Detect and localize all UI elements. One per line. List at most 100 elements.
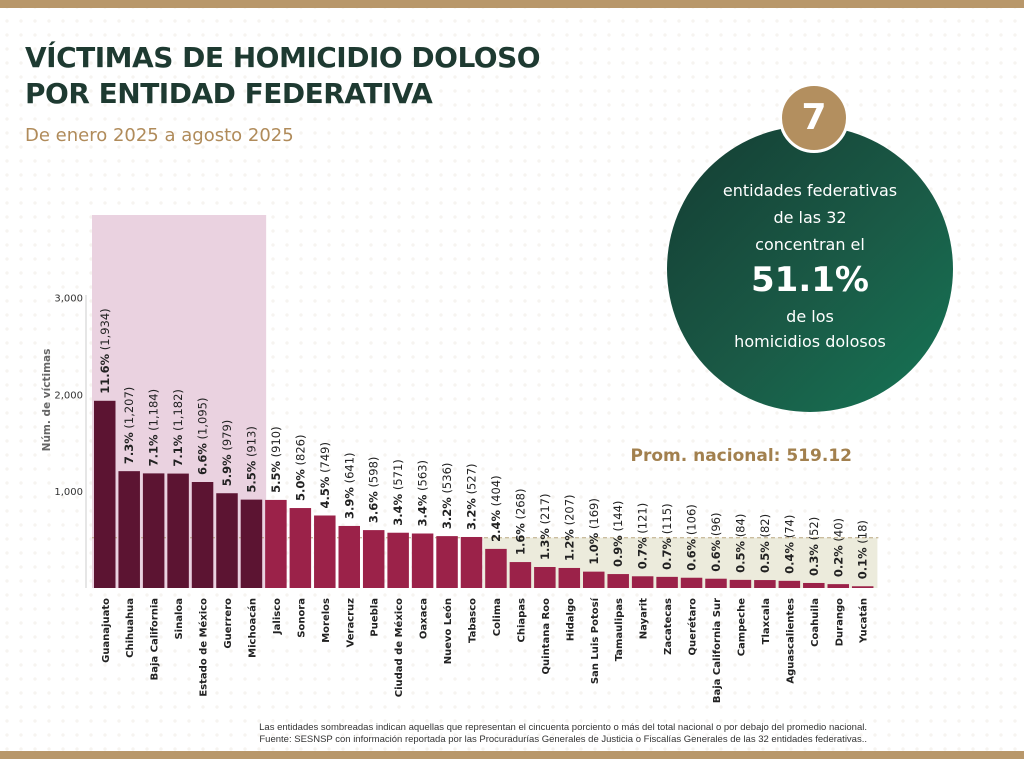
percent-label: 3.4%: [391, 493, 405, 525]
bar: [607, 574, 629, 588]
data-label: 0.2% (40): [831, 518, 845, 577]
data-label: 7.1% (1,184): [147, 389, 161, 466]
count-label: (571): [391, 459, 405, 494]
data-label: 3.9% (641): [342, 452, 356, 519]
bar: [729, 579, 752, 588]
bar: [240, 499, 263, 588]
y-tick-label: 3,000: [54, 294, 83, 305]
percent-label: 6.6%: [196, 443, 210, 475]
count-label: (1,182): [171, 389, 185, 435]
bar: [216, 493, 238, 588]
count-label: (826): [293, 435, 307, 470]
percent-label: 5.5%: [269, 461, 283, 493]
title-line-2: POR ENTIDAD FEDERATIVA: [25, 77, 433, 110]
count-label: (217): [538, 493, 552, 528]
bar: [411, 533, 434, 588]
bar: [94, 400, 116, 588]
percent-label: 0.7%: [660, 537, 674, 569]
data-label: 5.5% (913): [244, 426, 258, 493]
category-label: Jalisco: [272, 598, 283, 635]
category-label: Querétaro: [687, 598, 699, 656]
y-tick-label: 2,000: [54, 390, 83, 401]
count-label: (404): [489, 475, 503, 510]
category-label: Durango: [834, 598, 845, 646]
bar: [265, 499, 287, 588]
count-label: (115): [660, 503, 674, 538]
percent-label: 7.1%: [171, 434, 185, 466]
category-label: Guerrero: [223, 598, 234, 649]
page-title: VÍCTIMAS DE HOMICIDIO DOLOSO POR ENTIDAD…: [25, 40, 541, 112]
category-label: Baja California: [150, 598, 161, 680]
category-label: Baja California Sur: [712, 598, 723, 703]
count-label: (1,095): [196, 398, 210, 444]
count-label: (979): [220, 420, 234, 455]
category-label: Tamaulipas: [614, 598, 625, 661]
category-label: San Luis Potosí: [589, 597, 601, 684]
page-subtitle: De enero 2025 a agosto 2025: [25, 125, 294, 146]
count-label: (641): [342, 452, 356, 487]
bar: [583, 571, 605, 588]
percent-label: 0.2%: [831, 545, 845, 577]
percent-label: 0.9%: [611, 535, 625, 567]
average-label: Prom. nacional: 519.12: [631, 446, 853, 466]
bar: [754, 580, 776, 588]
bar: [534, 566, 556, 588]
data-label: 1.0% (169): [587, 498, 601, 565]
percent-label: 11.6%: [98, 353, 112, 393]
count-label: (96): [709, 513, 723, 540]
count-label: (910): [269, 426, 283, 461]
bar: [167, 473, 189, 588]
data-label: 3.4% (563): [416, 460, 430, 527]
bar: [851, 586, 874, 588]
data-label: 4.5% (749): [318, 442, 332, 509]
percent-label: 5.9%: [220, 454, 234, 486]
count-label: (563): [416, 460, 430, 495]
callout-text-top: entidades federativas de las 32 concentr…: [667, 177, 953, 258]
callout-line-4: de los: [786, 307, 834, 326]
data-label: 1.3% (217): [538, 493, 552, 560]
count-label: (82): [758, 514, 772, 541]
percent-label: 2.4%: [489, 510, 503, 542]
count-label: (121): [636, 503, 650, 538]
data-label: 0.1% (18): [856, 520, 870, 579]
count-label: (598): [367, 457, 381, 492]
category-label: Michoacán: [246, 598, 258, 658]
count-label: (1,184): [147, 389, 161, 435]
bar: [558, 567, 581, 588]
percent-label: 1.6%: [513, 523, 527, 555]
data-label: 3.6% (598): [367, 457, 381, 524]
data-label: 0.7% (115): [660, 503, 674, 570]
y-tick-label: 1,000: [54, 487, 83, 498]
category-label: Sinaloa: [174, 598, 185, 640]
percent-label: 4.5%: [318, 476, 332, 508]
bar: [118, 471, 140, 588]
bar: [803, 582, 825, 588]
category-label: Ciudad de México: [393, 598, 405, 697]
data-label: 0.5% (84): [733, 514, 747, 573]
bar: [485, 548, 507, 588]
bottom-border: [0, 751, 1024, 759]
category-label: Quintana Roo: [541, 598, 552, 675]
percent-label: 3.2%: [440, 497, 454, 529]
data-label: 1.6% (268): [513, 489, 527, 556]
category-label: Colima: [492, 598, 503, 636]
callout-line-2: de las 32: [773, 208, 847, 227]
data-label: 0.9% (144): [611, 501, 625, 568]
category-label: Yucatán: [858, 598, 870, 644]
callout-line-1: entidades federativas: [722, 181, 898, 200]
bar: [460, 536, 483, 588]
category-label: Zacatecas: [663, 598, 674, 655]
bar: [387, 532, 409, 588]
bar: [362, 530, 385, 588]
footnote-line-1: Las entidades sombreadas indican aquella…: [259, 722, 867, 733]
data-label: 1.2% (207): [562, 494, 576, 561]
data-label: 5.0% (826): [293, 435, 307, 502]
category-label: Morelos: [321, 598, 332, 643]
data-label: 3.2% (536): [440, 463, 454, 530]
count-label: (40): [831, 518, 845, 545]
top-border: [0, 0, 1024, 8]
percent-label: 5.5%: [244, 460, 258, 492]
data-label: 7.1% (1,182): [171, 389, 185, 466]
category-label: Coahuila: [810, 598, 821, 647]
summary-callout: entidades federativas de las 32 concentr…: [667, 126, 953, 412]
